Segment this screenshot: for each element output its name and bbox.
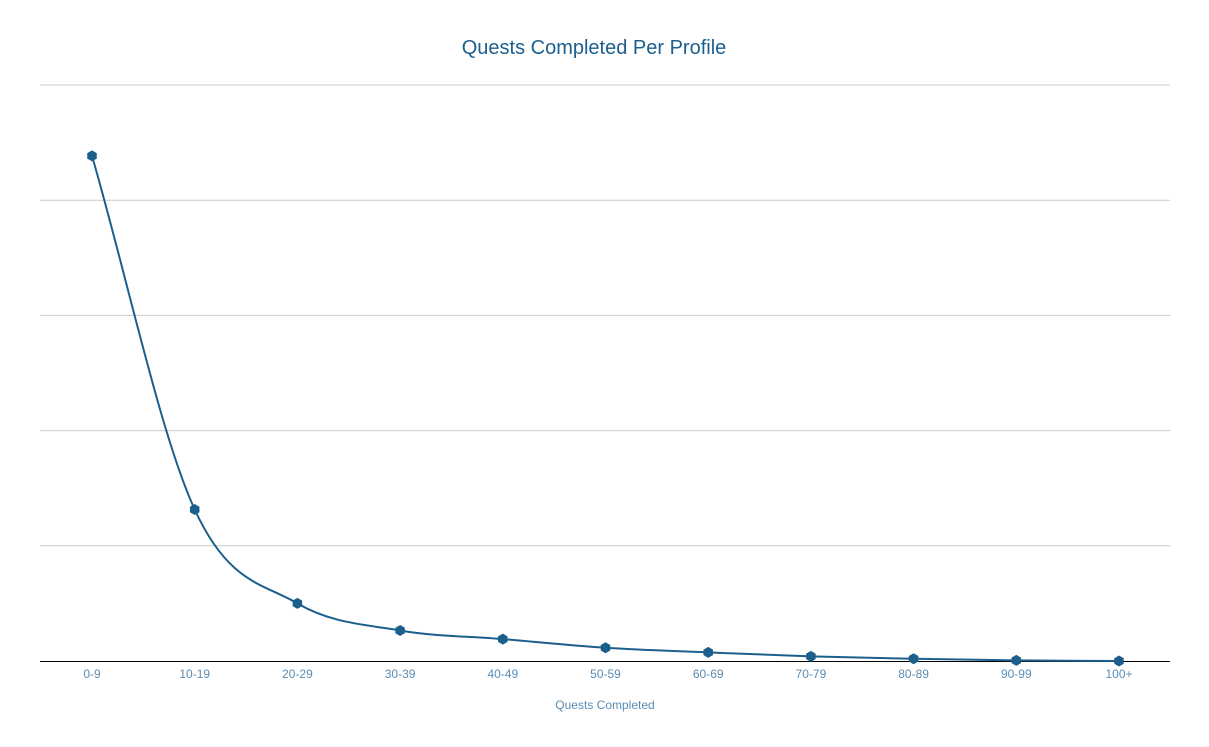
x-tick-label: 90-99	[1001, 667, 1032, 681]
chart-title: Quests Completed Per Profile	[462, 37, 727, 59]
x-tick-label: 50-59	[590, 667, 621, 681]
data-point	[292, 597, 303, 609]
data-point	[1011, 654, 1022, 666]
gridlines	[40, 84, 1170, 547]
data-point	[498, 633, 508, 645]
x-tick-label: 0-9	[83, 667, 101, 681]
data-point	[908, 653, 919, 665]
data-point	[1114, 655, 1124, 667]
data-point	[87, 150, 97, 162]
x-tick-label: 80-89	[898, 667, 929, 681]
data-markers	[87, 150, 1124, 667]
x-tick-label: 10-19	[179, 667, 210, 681]
x-tick-label: 100+	[1105, 667, 1132, 681]
x-tick-labels: 0-9 10-19 20-29 30-39 40-49 50-59 60-69 70-79 80…	[83, 667, 1132, 681]
x-axis-title: Quests Completed	[555, 698, 654, 712]
data-point	[395, 624, 405, 636]
data-point	[806, 650, 816, 662]
x-tick-label: 30-39	[385, 667, 416, 681]
x-tick-label: 40-49	[487, 667, 518, 681]
x-tick-label: 70-79	[796, 667, 827, 681]
data-point	[703, 646, 713, 658]
data-point	[189, 504, 200, 516]
x-tick-label: 20-29	[282, 667, 313, 681]
series-line	[91, 155, 1120, 662]
x-tick-label: 60-69	[693, 667, 724, 681]
data-point	[600, 642, 611, 654]
